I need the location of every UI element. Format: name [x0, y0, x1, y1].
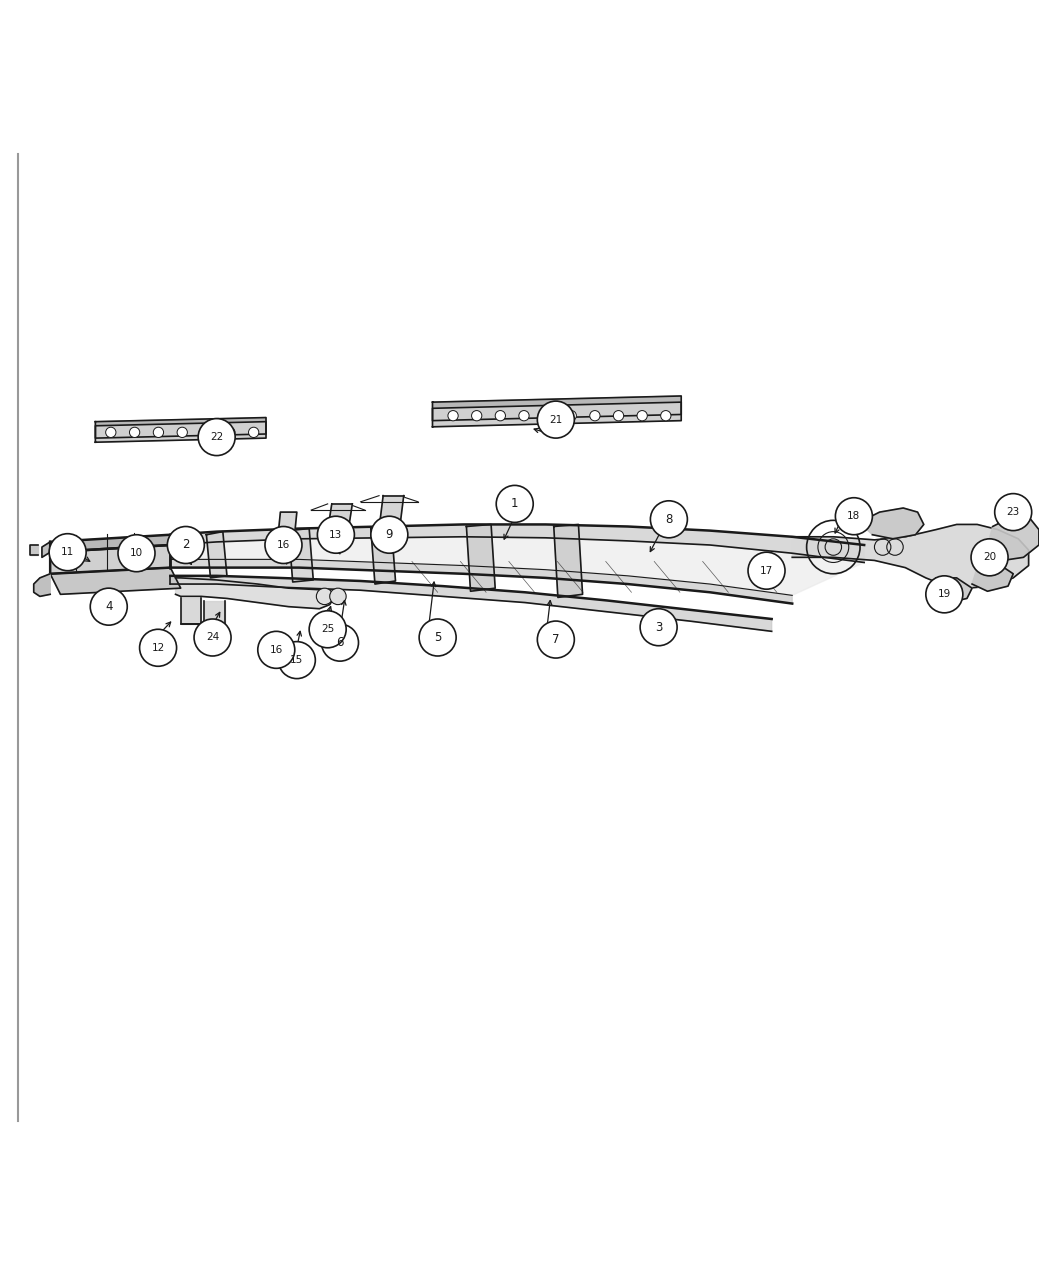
- Circle shape: [971, 539, 1008, 576]
- Text: 8: 8: [666, 513, 673, 525]
- Text: 23: 23: [1007, 507, 1020, 518]
- Polygon shape: [289, 529, 313, 581]
- Circle shape: [316, 588, 333, 604]
- Circle shape: [419, 618, 456, 657]
- Circle shape: [265, 527, 302, 564]
- Circle shape: [637, 411, 647, 421]
- Text: 11: 11: [61, 547, 75, 557]
- Circle shape: [371, 516, 407, 553]
- Polygon shape: [972, 564, 1013, 592]
- Polygon shape: [170, 537, 864, 595]
- Circle shape: [140, 630, 176, 667]
- Text: 6: 6: [336, 636, 343, 649]
- Circle shape: [321, 625, 358, 662]
- Circle shape: [538, 621, 574, 658]
- Text: 22: 22: [210, 432, 224, 442]
- Circle shape: [590, 411, 600, 421]
- Circle shape: [129, 427, 140, 437]
- Polygon shape: [170, 576, 772, 631]
- Text: 13: 13: [330, 529, 342, 539]
- Circle shape: [49, 534, 86, 571]
- Polygon shape: [170, 560, 792, 603]
- Polygon shape: [50, 567, 181, 594]
- Polygon shape: [96, 417, 266, 439]
- Circle shape: [249, 427, 258, 437]
- Polygon shape: [181, 598, 202, 625]
- Circle shape: [106, 427, 116, 437]
- Circle shape: [201, 427, 211, 437]
- Circle shape: [748, 552, 785, 589]
- Circle shape: [994, 493, 1032, 530]
- Circle shape: [177, 427, 187, 437]
- Circle shape: [278, 641, 315, 678]
- Text: 16: 16: [270, 645, 282, 655]
- Polygon shape: [371, 527, 396, 584]
- Circle shape: [640, 608, 677, 645]
- Polygon shape: [986, 516, 1038, 561]
- Circle shape: [543, 411, 552, 421]
- Text: 17: 17: [760, 566, 773, 576]
- Circle shape: [519, 411, 529, 421]
- Text: 2: 2: [182, 538, 190, 552]
- Polygon shape: [792, 524, 1029, 588]
- Text: 10: 10: [130, 548, 143, 558]
- Circle shape: [660, 411, 671, 421]
- Polygon shape: [278, 513, 297, 533]
- Text: 1: 1: [511, 497, 519, 510]
- Circle shape: [167, 527, 205, 564]
- Circle shape: [650, 501, 688, 538]
- Circle shape: [471, 411, 482, 421]
- Circle shape: [198, 418, 235, 455]
- Polygon shape: [433, 402, 681, 427]
- Circle shape: [613, 411, 624, 421]
- Circle shape: [153, 427, 164, 437]
- Polygon shape: [553, 524, 583, 598]
- Polygon shape: [175, 578, 335, 608]
- Circle shape: [836, 497, 873, 534]
- Circle shape: [90, 588, 127, 625]
- Text: 9: 9: [385, 528, 393, 541]
- Text: 15: 15: [290, 655, 303, 666]
- Text: 12: 12: [151, 643, 165, 653]
- Polygon shape: [433, 397, 681, 421]
- Polygon shape: [207, 532, 227, 578]
- Polygon shape: [466, 524, 496, 592]
- Text: 3: 3: [655, 621, 663, 634]
- Polygon shape: [42, 542, 50, 557]
- Circle shape: [309, 611, 346, 648]
- Circle shape: [566, 411, 576, 421]
- Text: 5: 5: [434, 631, 441, 644]
- Text: 19: 19: [938, 589, 951, 599]
- Circle shape: [118, 534, 155, 571]
- Circle shape: [926, 576, 963, 613]
- Polygon shape: [34, 574, 50, 597]
- Text: 18: 18: [847, 511, 861, 521]
- Polygon shape: [50, 534, 170, 552]
- Circle shape: [448, 411, 458, 421]
- Polygon shape: [205, 601, 225, 626]
- Circle shape: [496, 411, 505, 421]
- Text: 24: 24: [206, 632, 219, 643]
- Circle shape: [225, 427, 235, 437]
- Text: 25: 25: [321, 625, 334, 634]
- Circle shape: [330, 588, 346, 604]
- Polygon shape: [50, 544, 170, 574]
- Text: 7: 7: [552, 634, 560, 646]
- Circle shape: [497, 486, 533, 523]
- Polygon shape: [859, 507, 924, 539]
- Circle shape: [317, 516, 355, 553]
- Text: 16: 16: [277, 541, 290, 550]
- Text: 21: 21: [549, 414, 563, 425]
- Text: 20: 20: [983, 552, 996, 562]
- Text: 4: 4: [105, 601, 112, 613]
- Polygon shape: [328, 504, 353, 530]
- Polygon shape: [931, 578, 972, 603]
- Polygon shape: [96, 422, 266, 442]
- Circle shape: [258, 631, 295, 668]
- Polygon shape: [170, 524, 864, 562]
- Polygon shape: [29, 544, 38, 556]
- Circle shape: [194, 618, 231, 657]
- Circle shape: [538, 402, 574, 439]
- Polygon shape: [379, 496, 403, 529]
